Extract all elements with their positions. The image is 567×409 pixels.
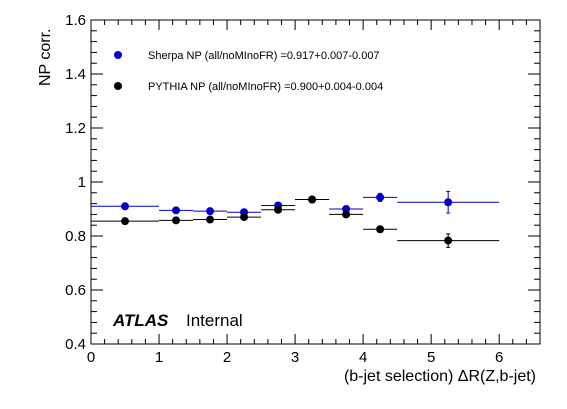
x-tick-labels: 0 1 2 3 4 5 6 [87,349,504,366]
atlas-label: ATLAS [112,311,169,330]
pythia-data-point [240,213,249,222]
data-points [91,190,500,248]
y-tick-label: 1.4 [65,66,86,83]
x-tick-label: 5 [427,349,435,366]
y-axis-title: NP corr. [37,29,54,87]
x-tick-label: 1 [155,349,163,366]
x-tick-label: 4 [359,349,367,366]
axis-ticks [90,19,541,345]
y-tick-label: 1.6 [65,12,86,29]
y-tick-label: 0.6 [65,282,86,299]
pythia-data-point [444,236,453,245]
pythia-data-point [308,195,317,204]
y-tick-label: 0.4 [65,336,86,353]
sherpa-data-point [444,198,453,207]
legend: Sherpa NP (all/noMInoFR) =0.917+0.007-0.… [114,50,383,93]
y-tick-label: 1 [78,174,86,191]
y-tick-label: 1.2 [65,120,86,137]
x-tick-label: 3 [291,349,299,366]
sherpa-data-point [121,202,130,211]
legend-marker-sherpa [114,51,122,59]
x-tick-label: 0 [87,349,95,366]
sherpa-data-point [172,206,181,215]
x-tick-label: 6 [495,349,503,366]
sherpa-data-point [376,193,385,202]
pythia-data-point [172,216,181,225]
y-tick-labels: 0.4 0.6 0.8 1 1.2 1.4 1.6 [65,12,86,353]
x-tick-label: 2 [223,349,231,366]
legend-marker-pythia [114,82,122,90]
series-pythia [91,195,500,248]
legend-label-pythia: PYTHIA NP (all/noMInoFR) =0.900+0.004-0.… [148,81,383,93]
legend-label-sherpa: Sherpa NP (all/noMInoFR) =0.917+0.007-0.… [148,50,380,62]
pythia-data-point [274,205,283,214]
internal-label: Internal [186,311,243,330]
pythia-data-point [206,215,215,224]
x-axis-title: (b-jet selection) ΔR(Z,b-jet) [344,368,536,385]
sherpa-data-point [206,207,215,216]
pythia-data-point [342,210,351,219]
pythia-data-point [121,217,130,226]
y-tick-label: 0.8 [65,228,86,245]
pythia-data-point [376,225,385,234]
